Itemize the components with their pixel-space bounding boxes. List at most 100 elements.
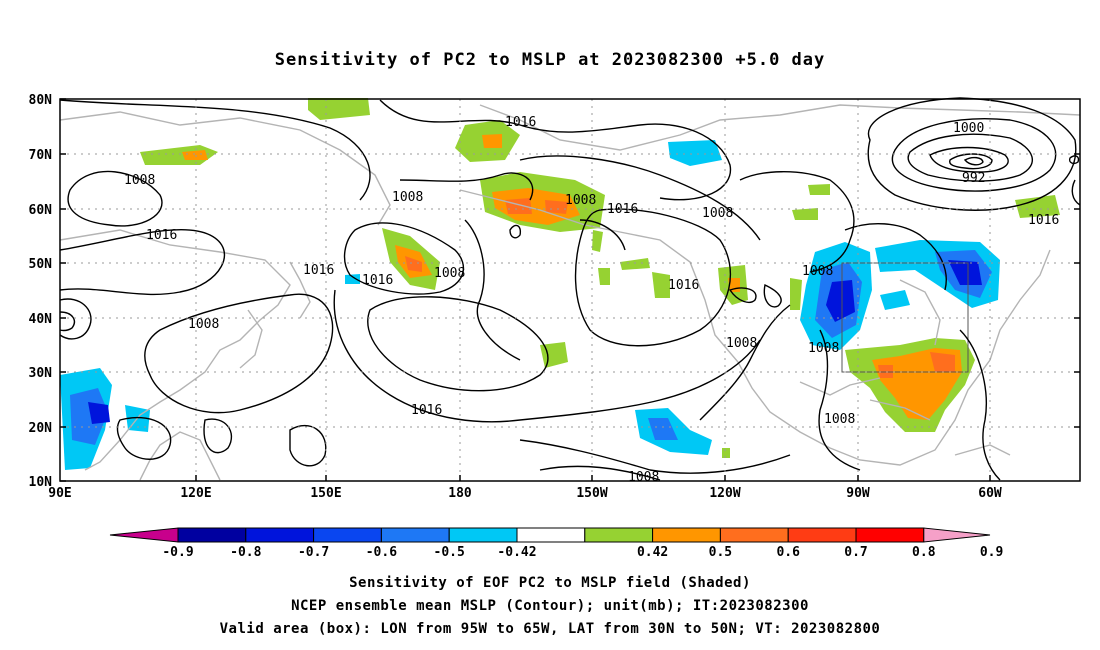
contour-label: 1008 (392, 190, 423, 205)
mslp-contour (519, 155, 761, 241)
mslp-contour (333, 289, 761, 423)
lon-label: 150W (576, 486, 607, 501)
positive-shade-region (808, 184, 830, 195)
lat-label: 20N (29, 421, 53, 436)
colorbar-end-high (923, 527, 991, 543)
contour-label: 1008 (824, 412, 855, 427)
contour-label: 1016 (668, 278, 699, 293)
mslp-contour (144, 293, 334, 414)
caption-contour: NCEP ensemble mean MSLP (Contour); unit(… (291, 598, 809, 614)
mslp-contour (929, 146, 1009, 173)
coastline (869, 399, 931, 421)
positive-shade-region (308, 98, 370, 120)
colorbar-segment (448, 527, 518, 543)
lat-label: 70N (29, 148, 53, 163)
lat-label: 60N (29, 203, 53, 218)
coastline (289, 261, 311, 319)
contour-label: 1008 (808, 341, 839, 356)
mslp-contour (959, 329, 1001, 481)
mslp-contour (867, 97, 1077, 211)
colorbar-label: 0.42 (637, 545, 668, 560)
coastline (239, 309, 263, 369)
contour-label: 1000 (953, 121, 984, 136)
colorbar-label: 0.9 (980, 545, 1003, 560)
negative-shade-region (345, 274, 360, 284)
mslp-contour (59, 311, 76, 332)
colorbar-label: -0.7 (298, 545, 329, 560)
colorbar-label: 0.8 (912, 545, 936, 560)
mslp-contour (963, 156, 984, 166)
positive-shade-region (482, 134, 502, 148)
colorbar-label: -0.42 (497, 545, 536, 560)
map-frame (59, 98, 1081, 482)
colorbar-label: 0.7 (844, 545, 867, 560)
lon-label: 90W (846, 486, 870, 501)
mslp-contour (579, 219, 626, 251)
colorbar-segment (380, 527, 450, 543)
coastline (899, 279, 941, 346)
colorbar-segment (652, 527, 721, 543)
valid-area-box (841, 262, 969, 373)
shaded-sensitivity-layer (60, 98, 1060, 470)
grid-layer (60, 99, 1080, 481)
contour-label: 1016 (607, 202, 638, 217)
colorbar-label: -0.6 (366, 545, 397, 560)
contour-label: 1008 (434, 266, 465, 281)
contour-label: 1008 (802, 264, 833, 279)
contour-label: 1008 (628, 470, 659, 485)
positive-shade-region (545, 200, 568, 214)
coastline (139, 431, 221, 481)
coastline (479, 104, 1081, 151)
positive-shade-region (790, 278, 802, 310)
lat-label: 40N (29, 312, 53, 327)
lat-label-layer: 80N 70N 60N 50N 40N 30N 20N 10N (29, 93, 53, 490)
colorbar-segment (855, 527, 925, 543)
lon-label: 120E (180, 486, 211, 501)
positive-shade-region (792, 208, 818, 220)
mslp-contour (509, 224, 522, 239)
mslp-contour (59, 99, 371, 201)
colorbar-label: 0.6 (776, 545, 800, 560)
contour-label: 1016 (303, 263, 334, 278)
mslp-contour (763, 283, 782, 308)
contour-label: 1016 (146, 228, 177, 243)
mslp-contour (948, 153, 993, 170)
colorbar-label: -0.8 (230, 545, 261, 560)
lat-label: 50N (29, 257, 53, 272)
mslp-contour (59, 298, 92, 340)
contour-label: 1016 (362, 273, 393, 288)
contour-label: 992 (962, 171, 985, 186)
colorbar-segment (584, 527, 654, 543)
contour-label: 1016 (411, 403, 442, 418)
colorbar-end-low (109, 527, 179, 543)
positive-shade-region (182, 150, 208, 160)
lon-label-layer: 90E 120E 150E 180 150W 120W 90W 60W (48, 486, 1002, 501)
negative-shade-region (648, 418, 678, 440)
contour-label: 1008 (188, 317, 219, 332)
mslp-contour (289, 424, 327, 467)
colorbar-segment (177, 527, 247, 543)
negative-shade-region (70, 388, 108, 445)
contour-label: 1008 (726, 336, 757, 351)
negative-shade-region (826, 280, 855, 322)
colorbar-labels: -0.9 -0.8 -0.7 -0.6 -0.5 -0.42 0.42 0.5 0.6 0.7 0.… (162, 545, 1003, 560)
coastline (459, 189, 1051, 466)
mslp-contour (67, 170, 163, 227)
coastline (59, 111, 391, 226)
mslp-contour (343, 222, 465, 295)
mslp-contour (739, 171, 855, 273)
colorbar-segment (516, 527, 586, 543)
lon-label: 180 (448, 486, 472, 501)
positive-shade-region (505, 198, 532, 214)
caption-valid-area: Valid area (box): LON from 95W to 65W, L… (219, 621, 881, 637)
negative-shade-region (880, 290, 910, 310)
negative-shade-region (668, 140, 722, 166)
mslp-contour (728, 287, 757, 303)
mslp-contour (844, 222, 947, 291)
mslp-contour (907, 133, 1033, 182)
lon-label: 120W (709, 486, 740, 501)
positive-shade-region (652, 272, 670, 298)
positive-shade-region (1015, 195, 1060, 218)
colorbar-segment (245, 527, 315, 543)
caption-shading: Sensitivity of EOF PC2 to MSLP field (Sh… (349, 575, 751, 591)
